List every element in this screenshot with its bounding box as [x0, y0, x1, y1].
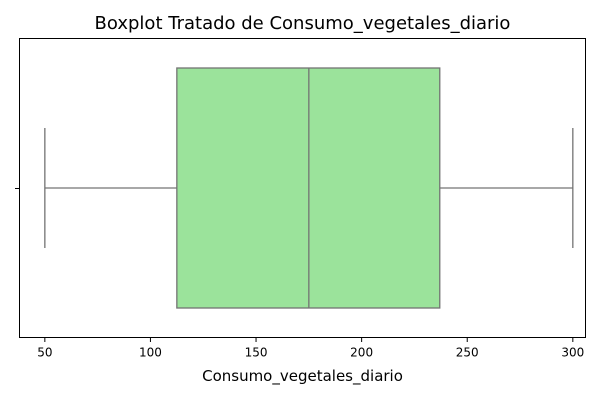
x-tick-label: 50 [37, 346, 52, 360]
x-tick-label: 200 [350, 346, 373, 360]
x-tick-label: 150 [245, 346, 268, 360]
x-axis: 50 100 150 200 250 300 [37, 337, 584, 360]
x-axis-label: Consumo_vegetales_diario [202, 367, 403, 386]
x-tick-label: 250 [456, 346, 479, 360]
boxplot-marks [44, 67, 574, 309]
x-tick-label: 300 [561, 346, 584, 360]
x-tick-label: 100 [139, 346, 162, 360]
chart-title: Boxplot Tratado de Consumo_vegetales_dia… [95, 13, 511, 34]
